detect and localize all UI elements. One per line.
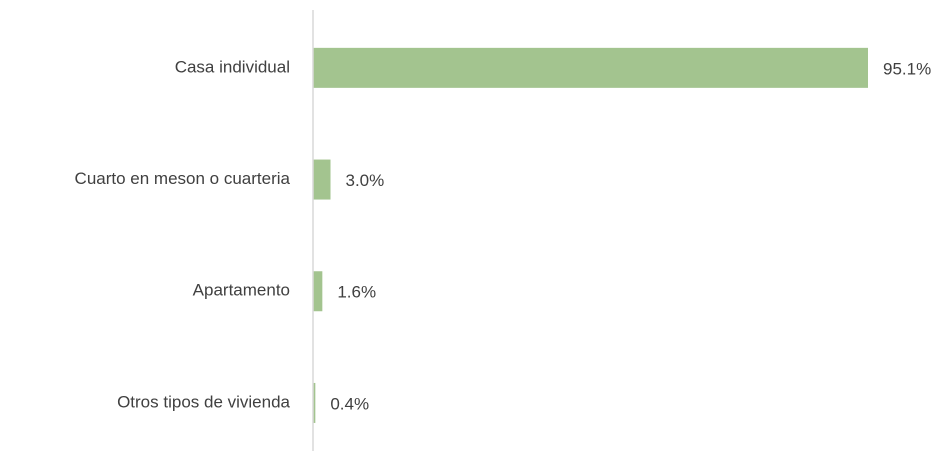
value-label: 95.1% — [883, 59, 931, 78]
bar — [313, 271, 323, 312]
bar — [313, 159, 331, 200]
category-label: Otros tipos de vivienda — [117, 392, 290, 411]
category-label: Cuarto en meson o cuarteria — [75, 169, 291, 188]
category-label: Casa individual — [175, 57, 290, 76]
value-label: 3.0% — [346, 171, 385, 190]
value-label: 0.4% — [330, 394, 369, 413]
bar — [313, 47, 868, 88]
category-label: Apartamento — [193, 281, 290, 300]
value-label: 1.6% — [337, 283, 376, 302]
bar — [313, 382, 316, 423]
